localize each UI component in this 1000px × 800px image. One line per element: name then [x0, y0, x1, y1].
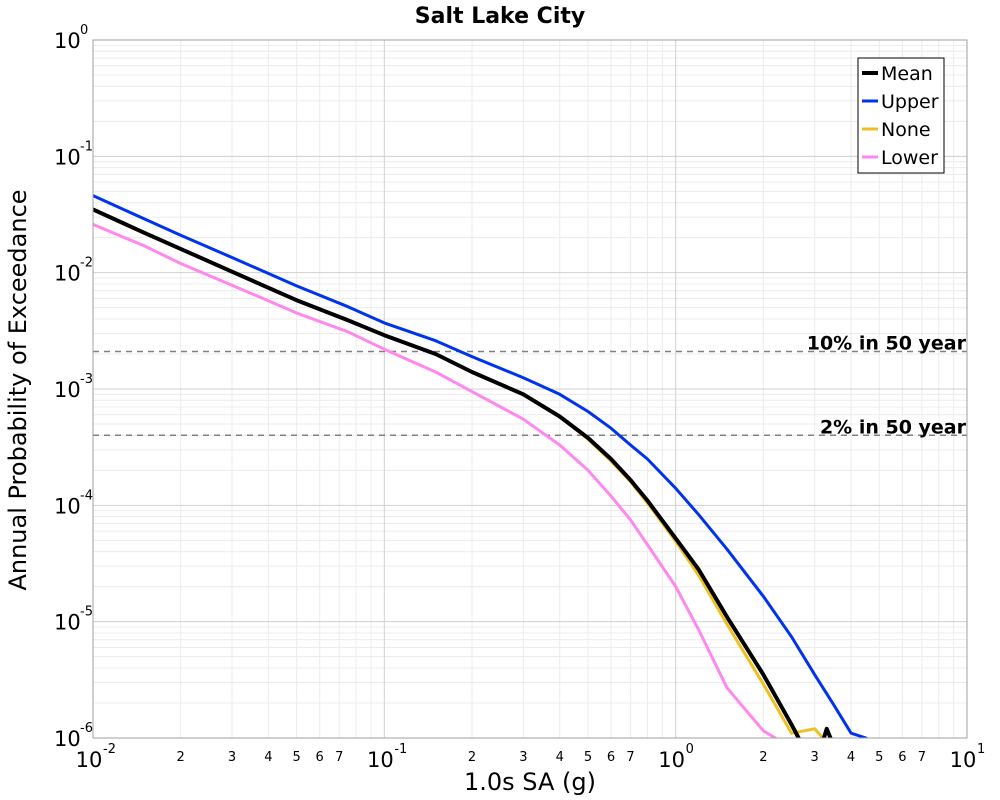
x-minor-tick-label: 3	[811, 750, 819, 765]
y-tick-label: 10	[54, 262, 81, 286]
x-tick-exponent: 0	[686, 742, 694, 757]
x-minor-tick-label: 5	[584, 750, 592, 765]
series-line-upper	[93, 194, 868, 738]
x-minor-tick-label: 4	[847, 750, 855, 765]
series-line-lower	[93, 222, 777, 738]
y-tick-exponent: -1	[80, 139, 93, 154]
legend-label-none: None	[881, 119, 931, 141]
x-tick-label: 10	[76, 748, 103, 772]
x-minor-tick-label: 4	[264, 750, 272, 765]
x-minor-tick-label: 7	[918, 750, 926, 765]
x-tick-label: 10	[950, 748, 977, 772]
x-minor-tick-label: 6	[607, 750, 615, 765]
x-tick-exponent: 1	[977, 742, 985, 757]
x-minor-tick-label: 5	[292, 750, 300, 765]
x-minor-tick-label: 2	[177, 750, 185, 765]
x-tick-label: 10	[367, 748, 394, 772]
x-minor-tick-label: 6	[316, 750, 324, 765]
plot-frame	[92, 39, 968, 739]
y-tick-exponent: -3	[80, 372, 93, 387]
x-minor-tick-label: 7	[335, 750, 343, 765]
y-tick-label: 10	[54, 494, 81, 518]
y-tick-exponent: -5	[80, 605, 93, 620]
legend-label-upper: Upper	[881, 91, 939, 113]
x-minor-tick-label: 6	[898, 750, 906, 765]
y-tick-label: 10	[54, 611, 81, 635]
y-tick-label: 10	[54, 378, 81, 402]
x-minor-tick-label: 3	[228, 750, 236, 765]
y-tick-label: 10	[54, 727, 81, 751]
y-tick-label: 10	[54, 145, 81, 169]
y-tick-exponent: -2	[80, 256, 93, 271]
legend-box	[857, 57, 945, 174]
reference-line-label: 10% in 50 year	[807, 333, 967, 355]
x-minor-tick-label: 4	[556, 750, 564, 765]
x-tick-label: 10	[658, 748, 685, 772]
legend-label-mean: Mean	[881, 63, 933, 85]
series-line-mean	[93, 207, 833, 738]
legend: Mean Upper None Lower	[857, 57, 945, 174]
x-axis-ticks: 10 -2 10 -1 10 0 10 12 3 4 5 6 7 2 3 4 5 6 7 2 3 4 5 6 7	[76, 742, 986, 772]
x-tick-exponent: -2	[103, 742, 116, 757]
y-tick-exponent: 0	[80, 23, 88, 38]
reference-lines: 10% in 50 year 2% in 50 year	[93, 333, 967, 438]
y-axis-label: Annual Probability of Exceedance	[4, 189, 32, 590]
reference-line-label: 2% in 50 year	[820, 416, 967, 438]
legend-label-lower: Lower	[881, 147, 938, 169]
y-tick-exponent: -4	[80, 488, 93, 503]
x-axis-label: 1.0s SA (g)	[464, 768, 596, 796]
y-tick-exponent: -6	[80, 721, 93, 736]
x-minor-tick-label: 7	[626, 750, 634, 765]
chart-title: Salt Lake City	[415, 4, 585, 29]
x-minor-tick-label: 2	[468, 750, 476, 765]
x-tick-exponent: -1	[394, 742, 407, 757]
x-minor-tick-label: 2	[759, 750, 767, 765]
x-minor-tick-label: 5	[875, 750, 883, 765]
x-minor-tick-label: 3	[519, 750, 527, 765]
series-lines	[93, 194, 868, 738]
y-tick-label: 10	[54, 29, 81, 53]
